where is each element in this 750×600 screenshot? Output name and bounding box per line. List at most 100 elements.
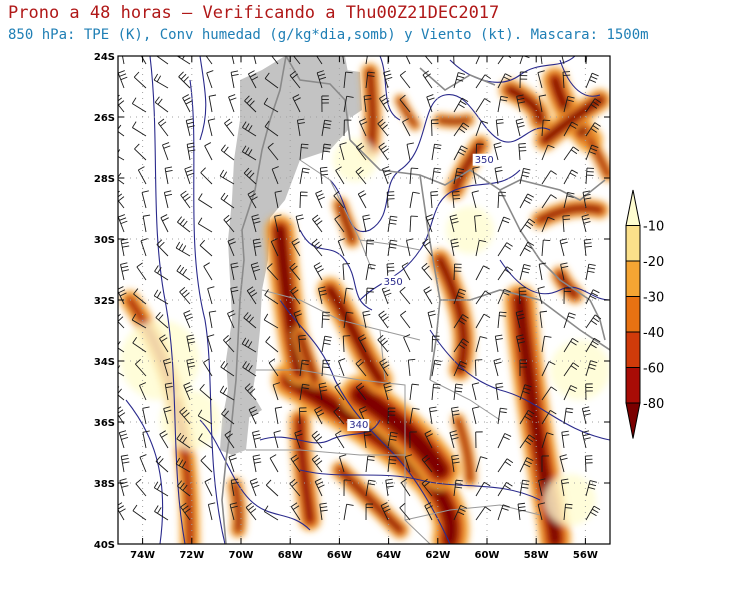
wind-barb [227,238,236,257]
wind-barb [519,241,535,257]
wind-barb [475,74,492,89]
wind-barb [431,143,442,161]
wind-barb [178,71,191,89]
wind-barb [132,336,147,353]
wind-barb [424,56,433,65]
wind-barb [339,454,347,473]
wind-barb [136,262,147,281]
wind-barb [377,118,389,137]
wind-barb [424,502,433,521]
wind-barb [472,166,480,185]
colorbar-label: -40 [643,326,664,341]
lon-tick-label: 62W [425,550,450,561]
wind-barb [563,191,575,209]
wind-barb [299,383,310,401]
wind-barb [139,382,147,401]
wind-barb [197,409,213,425]
wind-barb [140,238,148,257]
wind-barb [266,263,279,281]
wind-barb [539,310,547,329]
wind-barb [246,286,258,305]
wind-barb [197,217,213,233]
wind-barb [137,166,147,185]
lon-tick-label: 74W [130,550,155,561]
wind-barb [519,71,528,89]
wind-barb [299,167,310,185]
wind-barb [409,191,420,209]
wind-barb [337,238,345,257]
wind-barb [263,505,279,521]
colorbar-segment [625,225,641,262]
wind-barb [293,56,301,65]
wind-barb [497,311,507,329]
wind-barb [295,214,304,233]
wind-barb [365,71,375,89]
elevation-mask [220,56,362,455]
wind-barb [318,286,327,305]
wind-barb [274,190,282,209]
lon-tick-label: 60W [475,550,500,561]
wind-barb [334,382,345,401]
wind-barb [497,242,513,257]
wind-barb [404,454,412,473]
wind-barb [563,312,576,329]
wind-barb [497,56,512,65]
wind-barb [343,95,354,113]
wind-barb [585,480,597,497]
wind-barb [541,119,551,137]
wind-barb [538,94,547,113]
wind-barb [399,94,411,113]
convergence-band [274,224,306,376]
convergence-band [233,483,241,532]
contour-label: 340 [349,420,368,431]
wind-barb [541,216,555,233]
wind-barb [585,144,599,161]
wind-barb [430,119,439,137]
wind-barb [494,166,503,185]
wind-barb [228,94,237,113]
wind-barb [264,72,279,89]
wind-barb [315,190,326,209]
wind-barb [264,289,279,305]
wind-barb [265,479,279,497]
convergence-band [398,98,417,127]
province-borders [246,159,541,544]
wind-barb [475,456,488,473]
wind-barb [163,406,172,425]
wind-barb [541,409,557,425]
wind-barb [383,70,393,89]
wind-barb [585,167,594,185]
wind-barb [219,385,235,401]
convergence-band [436,256,468,374]
wind-barb [497,407,508,425]
wind-barb [321,143,332,161]
wind-barb [118,190,125,209]
wind-barb [230,478,239,497]
wind-barb [425,214,434,233]
lon-tick-label: 68W [278,550,303,561]
wind-barb [271,166,279,185]
wind-barb [250,262,261,281]
wind-barb [561,430,570,449]
wind-barb [199,239,213,257]
wind-barb [249,478,260,497]
wind-barb [541,335,552,353]
wind-barb [135,359,147,377]
wind-barb [176,432,191,449]
wind-barb [399,70,411,89]
wind-barb [164,382,173,401]
wind-barb [387,215,398,233]
lon-tick-label: 64W [376,550,401,561]
wind-barb [241,145,257,161]
lon-tick-label: 58W [524,550,549,561]
wind-barb [140,56,147,65]
wind-barb [563,385,578,401]
wind-barb [387,239,398,257]
wind-barb [516,94,526,113]
wind-barb [581,214,591,233]
wind-barb [291,238,301,257]
wind-barb [321,311,330,329]
wind-barb [495,382,504,401]
wind-barb [224,118,235,137]
